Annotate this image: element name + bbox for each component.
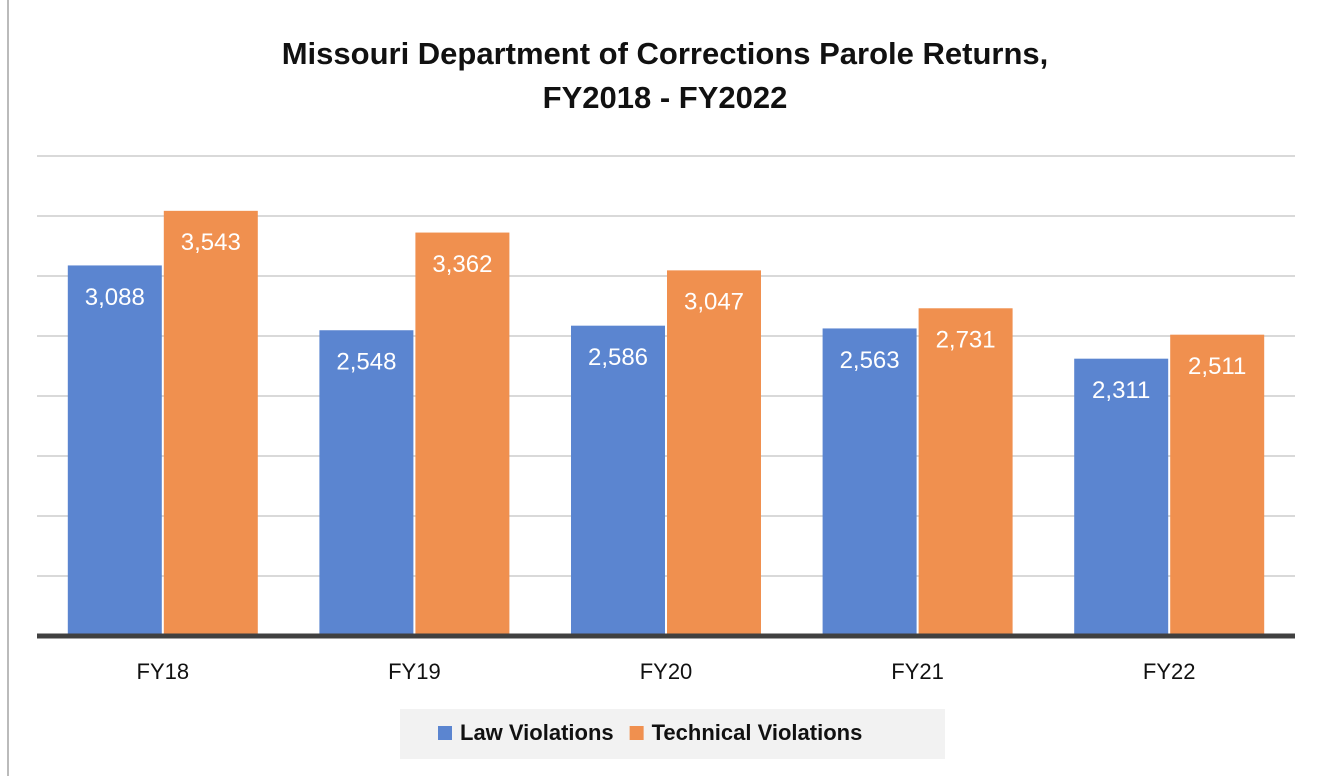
data-label: 2,511 [1188,353,1246,380]
x-tick-label: FY21 [891,659,944,684]
data-label: 2,548 [336,349,396,376]
chart-title: Missouri Department of Corrections Parol… [281,36,1049,115]
bar [319,330,414,636]
data-label: 2,586 [588,344,648,371]
bar [918,308,1013,636]
x-tick-label: FY18 [137,659,190,684]
data-label: 3,088 [85,284,145,311]
x-tick-label: FY20 [640,659,693,684]
bar [415,232,510,636]
data-label: 2,563 [840,347,900,374]
bar [67,265,162,636]
bar [667,270,761,636]
x-tick-label: FY19 [388,659,441,684]
data-label: 2,731 [936,327,996,354]
bar [1170,334,1265,636]
data-label: 3,047 [684,289,744,316]
bar [1074,358,1169,636]
legend-label: Technical Violations [652,720,863,745]
legend-swatch [629,726,644,740]
x-tick-label: FY22 [1143,659,1196,684]
legend-label: Law Violations [460,720,614,745]
bar [571,325,665,636]
data-label: 2,311 [1092,377,1150,404]
data-label: 3,543 [181,229,241,256]
bar [822,328,917,636]
bar [163,210,258,636]
legend-box [400,709,945,759]
data-label: 3,362 [432,251,492,278]
legend-swatch [438,726,452,740]
